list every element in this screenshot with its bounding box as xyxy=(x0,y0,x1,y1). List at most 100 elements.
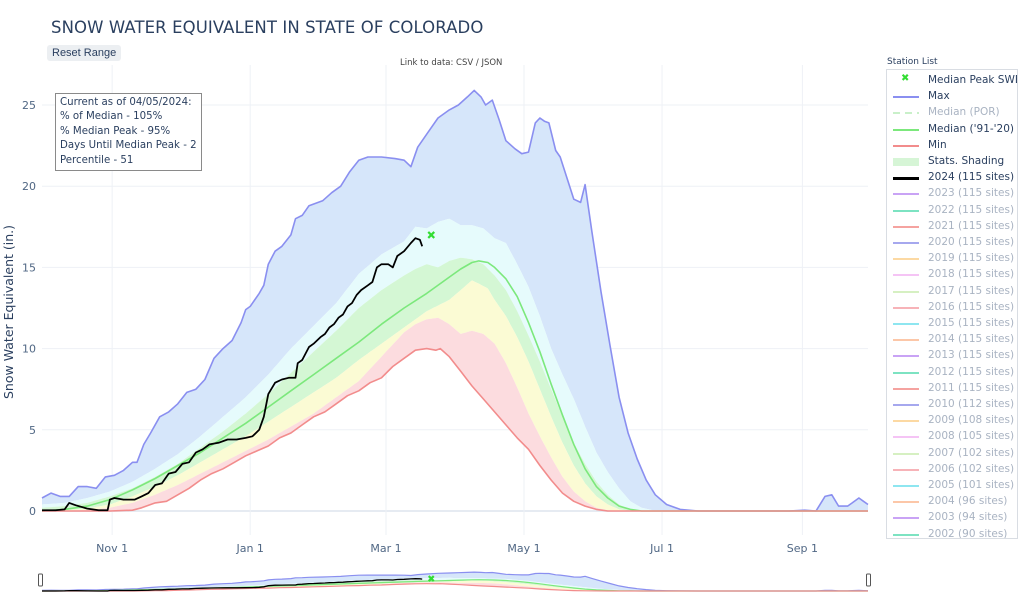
data-link[interactable]: Link to data: CSV / JSON xyxy=(400,58,503,68)
legend-item[interactable]: 2018 (115 sites) xyxy=(887,267,1017,283)
band-10-min xyxy=(42,317,868,511)
legend-item-label: 2011 (115 sites) xyxy=(928,381,1015,394)
legend-item-label: 2004 (96 sites) xyxy=(928,495,1008,508)
legend-item[interactable]: ✖ Median Peak SWE xyxy=(887,73,1017,89)
legend-item-label: 2002 (90 sites) xyxy=(928,527,1008,539)
x-marker-icon: ✖ xyxy=(901,73,910,84)
y-tick-label: 20 xyxy=(22,180,36,193)
band-max-90-mini xyxy=(42,572,868,591)
legend-swatch-icon xyxy=(893,533,919,536)
stats-shading xyxy=(42,90,868,512)
legend-item[interactable]: Median (POR) xyxy=(887,105,1017,121)
series-lines xyxy=(41,89,869,512)
range-slider[interactable] xyxy=(38,571,871,592)
legend-item[interactable]: 2006 (102 sites) xyxy=(887,462,1017,478)
legend-item[interactable]: 2023 (115 sites) xyxy=(887,186,1017,202)
y-axis: 0 5 10 15 20 25 xyxy=(22,99,36,518)
slider-handle-right[interactable] xyxy=(866,573,871,587)
x-axis: Nov 1 Jan 1 Mar 1 May 1 Jul 1 Sep 1 xyxy=(96,542,818,555)
stats-pct-median: % of Median - 105% xyxy=(60,111,163,123)
legend-item[interactable]: Stats. Shading xyxy=(887,154,1017,170)
median-peak-marker xyxy=(427,231,436,239)
legend-item[interactable]: 2016 (115 sites) xyxy=(887,300,1017,316)
legend-item[interactable]: 2014 (115 sites) xyxy=(887,332,1017,348)
slider-areas xyxy=(42,572,868,591)
legend-item[interactable]: 2005 (101 sites) xyxy=(887,478,1017,494)
legend-swatch-icon xyxy=(893,96,919,99)
legend-item-label: Median (POR) xyxy=(928,106,1000,119)
legend-item[interactable]: Max xyxy=(887,89,1017,105)
legend-swatch-icon xyxy=(893,158,919,166)
x-tick-label: May 1 xyxy=(507,542,540,555)
legend-item[interactable]: 2010 (112 sites) xyxy=(887,397,1017,413)
legend-item-label: 2021 (115 sites) xyxy=(928,219,1015,232)
legend-item[interactable]: 2024 (115 sites) xyxy=(887,170,1017,186)
legend-swatch-icon xyxy=(893,404,919,406)
band-max-90 xyxy=(42,90,868,512)
legend-item-label: 2008 (105 sites) xyxy=(928,430,1015,443)
legend-swatch-icon xyxy=(893,323,919,325)
legend-swatch-icon xyxy=(893,355,919,358)
x-tick-label: Jul 1 xyxy=(649,542,674,555)
median-peak-marker-mini xyxy=(427,575,435,582)
legend-swatch-icon xyxy=(893,290,919,293)
legend-swatch-icon xyxy=(893,177,919,180)
legend-item[interactable]: Median ('91-'20) xyxy=(887,122,1017,138)
legend-item[interactable]: 2009 (108 sites) xyxy=(887,413,1017,429)
band-30-10-mini xyxy=(42,580,868,591)
legend-item-label: Median ('91-'20) xyxy=(928,122,1015,135)
legend-item[interactable]: 2019 (115 sites) xyxy=(887,251,1017,267)
legend-item[interactable]: 2002 (90 sites) xyxy=(887,527,1017,539)
legend-item-label: 2009 (108 sites) xyxy=(928,414,1015,427)
y-tick-label: 15 xyxy=(22,261,36,274)
legend-swatch-icon xyxy=(893,517,919,520)
legend-swatch-icon xyxy=(893,485,919,487)
legend-item[interactable]: 2017 (115 sites) xyxy=(887,284,1017,300)
x-tick-label: Sep 1 xyxy=(787,542,818,555)
legend-item[interactable]: 2022 (115 sites) xyxy=(887,203,1017,219)
legend-item-label: 2007 (102 sites) xyxy=(928,446,1015,459)
legend[interactable]: ✖ Median Peak SWE Max Median (POR) Median ('… xyxy=(886,69,1018,539)
slider-handle-left[interactable] xyxy=(38,573,43,587)
legend-item-label: 2020 (115 sites) xyxy=(928,236,1015,248)
legend-swatch-icon xyxy=(893,420,919,423)
current-stats-box: Current as of 04/05/2024: % of Median - … xyxy=(55,93,202,172)
legend-item-label: 2015 (115 sites) xyxy=(928,317,1015,329)
legend-item[interactable]: Min xyxy=(887,138,1017,154)
legend-swatch-icon xyxy=(893,436,919,439)
x-tick-label: Nov 1 xyxy=(96,542,128,555)
legend-item[interactable]: 2021 (115 sites) xyxy=(887,219,1017,235)
y-tick-label: 25 xyxy=(22,99,36,112)
legend-item-label: 2012 (115 sites) xyxy=(928,365,1015,378)
legend-item-label: 2017 (115 sites) xyxy=(928,284,1015,297)
legend-item[interactable]: 2020 (115 sites) xyxy=(887,235,1017,251)
slider-lines xyxy=(41,571,869,592)
legend-item[interactable]: 2013 (115 sites) xyxy=(887,348,1017,364)
legend-swatch-icon xyxy=(893,339,919,342)
legend-swatch-icon xyxy=(893,225,919,228)
legend-swatch-icon xyxy=(893,112,919,115)
legend-item[interactable]: 2007 (102 sites) xyxy=(887,446,1017,462)
legend-item-label: 2006 (102 sites) xyxy=(928,462,1015,475)
legend-swatch-icon xyxy=(893,274,919,277)
stats-days-until-peak: Days Until Median Peak - 2 xyxy=(60,140,197,152)
legend-item[interactable]: 2011 (115 sites) xyxy=(887,381,1017,397)
markers xyxy=(427,231,436,239)
legend-item[interactable]: 2004 (96 sites) xyxy=(887,494,1017,510)
legend-item[interactable]: 2008 (105 sites) xyxy=(887,429,1017,445)
legend-swatch-icon xyxy=(893,242,919,244)
y-tick-label: 5 xyxy=(29,424,36,437)
legend-swatch-icon xyxy=(893,258,919,261)
legend-swatch-icon xyxy=(893,387,919,390)
slider-markers xyxy=(427,575,435,582)
legend-swatch-icon xyxy=(893,371,919,374)
legend-item-label: Median Peak SWE xyxy=(928,74,1018,86)
legend-item[interactable]: 2003 (94 sites) xyxy=(887,510,1017,526)
series-median-91-20 xyxy=(41,260,868,512)
legend-item[interactable]: 2012 (115 sites) xyxy=(887,365,1017,381)
reset-range-button[interactable]: Reset Range xyxy=(47,45,122,61)
legend-item[interactable]: 2015 (115 sites) xyxy=(887,316,1017,332)
y-axis-label: Snow Water Equivalent (in.) xyxy=(1,225,16,399)
legend-item-label: 2014 (115 sites) xyxy=(928,333,1015,346)
